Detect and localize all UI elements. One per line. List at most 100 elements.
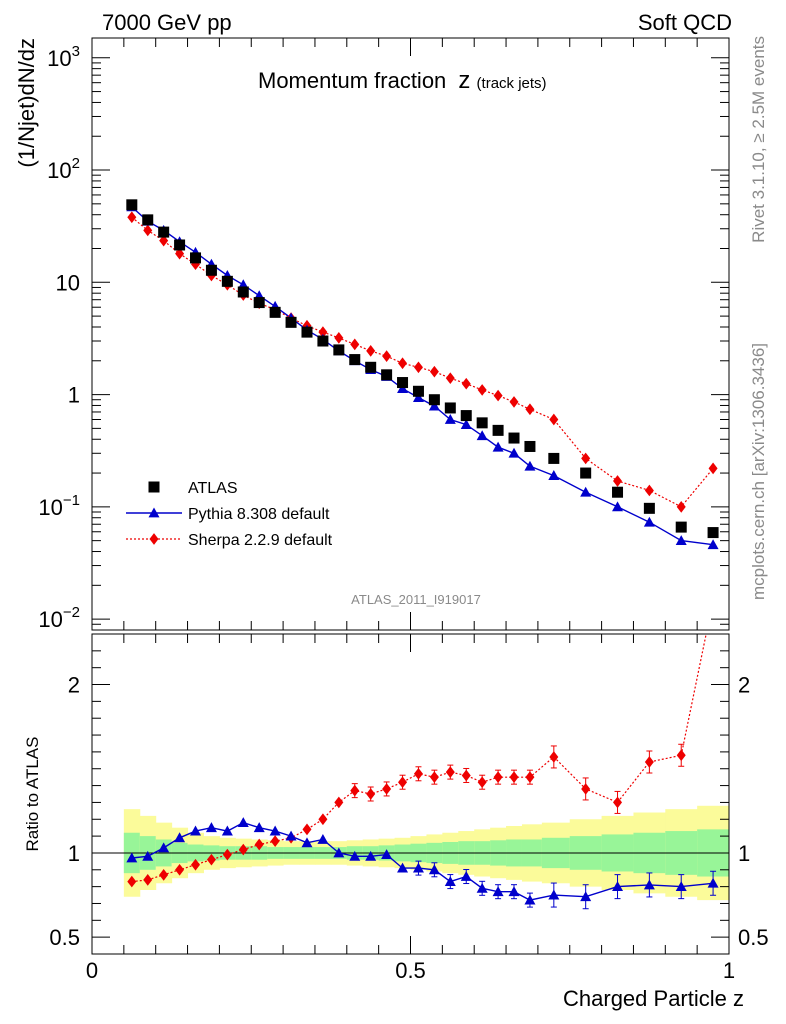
main-y-axis-label: (1/Njet)dN/dz xyxy=(14,38,39,168)
main-series xyxy=(126,199,719,550)
pythia-point xyxy=(397,383,409,394)
sherpa-ratio-point xyxy=(302,823,312,836)
pythia-point xyxy=(548,470,560,480)
sherpa-ratio-point xyxy=(350,784,360,797)
sherpa-point xyxy=(398,357,408,370)
sherpa-ratio-point xyxy=(238,843,248,856)
atlas-point xyxy=(548,452,560,464)
pythia-point xyxy=(444,413,456,424)
sherpa-ratio-point xyxy=(413,767,423,780)
atlas-point xyxy=(444,402,456,414)
ratio-plot-frame xyxy=(91,633,730,955)
atlas-point xyxy=(174,239,186,251)
legend-marker-atlas xyxy=(148,481,160,493)
pythia-ratio-point xyxy=(428,864,440,875)
sherpa-ratio-point xyxy=(191,858,201,871)
ratio-y-tick-label-right: 0.5 xyxy=(738,925,769,950)
ratio-y-tick-label: 0.5 xyxy=(49,925,80,950)
pythia-ratio-point xyxy=(349,850,361,861)
sherpa-ratio-point xyxy=(429,771,439,784)
pythia-ratio-point xyxy=(174,832,186,843)
sherpa-ratio-point xyxy=(477,776,487,789)
pythia-ratio-point xyxy=(397,862,409,873)
pythia-ratio-point xyxy=(492,886,504,897)
x-axis-label: Charged Particle z xyxy=(563,986,744,1011)
sherpa-ratio-point xyxy=(525,771,535,784)
sherpa-point xyxy=(382,350,392,362)
chart-title-main: Momentum fraction xyxy=(258,68,446,93)
sherpa-point xyxy=(350,338,360,351)
sherpa-point xyxy=(477,384,487,396)
atlas-point xyxy=(612,486,624,498)
pythia-ratio-point xyxy=(301,837,313,848)
mcplots-label: mcplots.cern.ch [arXiv:1306.3436] xyxy=(749,343,768,600)
atlas-point xyxy=(707,527,719,539)
sherpa-point xyxy=(493,389,503,402)
x-tick-label: 0.5 xyxy=(395,958,426,983)
sherpa-point xyxy=(318,326,328,338)
sherpa-point xyxy=(143,224,153,237)
legend-marker-pythia xyxy=(148,507,160,518)
pythia-ratio-point xyxy=(381,849,393,860)
atlas-point xyxy=(349,354,361,366)
pythia-ratio-point xyxy=(508,886,520,897)
chart-title: Momentum fraction z (track jets) xyxy=(258,67,547,94)
pythia-ratio-point xyxy=(612,881,624,892)
atlas-point xyxy=(428,394,440,406)
pythia-point xyxy=(508,447,520,458)
chart-title-sub: (track jets) xyxy=(477,75,547,92)
pythia-point xyxy=(492,441,504,452)
sherpa-point xyxy=(581,452,591,465)
pythia-ratio-point xyxy=(548,889,560,900)
ratio-series xyxy=(126,634,719,910)
pythia-ratio-point xyxy=(237,817,249,828)
pythia-ratio-point xyxy=(412,862,424,873)
atlas-point xyxy=(675,521,687,533)
sherpa-ratio-point xyxy=(493,771,503,784)
atlas-point xyxy=(221,275,233,287)
pythia-ratio-point xyxy=(707,877,719,888)
legend-label: Pythia 8.308 default xyxy=(188,506,330,523)
atlas-point xyxy=(643,502,655,514)
atlas-point xyxy=(365,361,377,373)
pythia-ratio-point xyxy=(643,879,655,890)
pythia-ratio-point xyxy=(333,847,345,858)
sherpa-ratio-point xyxy=(318,813,328,826)
sherpa-point xyxy=(708,462,718,475)
sherpa-point xyxy=(413,361,423,374)
pythia-point xyxy=(412,392,424,402)
pythia-ratio-point xyxy=(444,876,456,886)
sherpa-point xyxy=(127,211,137,224)
pythia-point xyxy=(580,486,592,497)
sherpa-ratio-point xyxy=(382,783,392,795)
atlas-point xyxy=(397,377,409,389)
atlas-point xyxy=(142,214,154,226)
y-tick-label: 102 xyxy=(47,155,80,183)
atlas-point xyxy=(492,424,504,436)
pythia-ratio-point xyxy=(285,830,297,841)
sherpa-point xyxy=(461,377,471,390)
atlas-point xyxy=(253,297,265,309)
ratio-y-tick-label-right: 2 xyxy=(738,673,750,698)
pythia-point xyxy=(460,419,472,430)
legend-marker-sherpa xyxy=(149,533,159,545)
pythia-ratio-point xyxy=(142,850,154,861)
sherpa-point xyxy=(549,413,559,426)
pythia-ratio-point xyxy=(253,822,265,833)
pythia-point xyxy=(643,516,655,527)
ratio-plot-ticks xyxy=(92,634,730,954)
ratio-tick-labels: 2 21 10.5 0.50 0.5 1 xyxy=(49,673,768,983)
atlas-point xyxy=(524,440,536,452)
pythia-point xyxy=(476,430,488,441)
atlas-point xyxy=(158,226,170,238)
atlas-point xyxy=(237,286,249,298)
pythia-ratio-point xyxy=(269,825,281,836)
sherpa-ratio-point xyxy=(270,835,280,848)
legend-label: Sherpa 2.2.9 default xyxy=(188,532,333,549)
sherpa-ratio-point xyxy=(445,766,455,778)
sherpa-ratio-point xyxy=(676,749,686,762)
pythia-point xyxy=(707,539,719,550)
y-tick-label: 10−1 xyxy=(38,492,80,520)
y-tick-label: 10 xyxy=(56,270,80,295)
